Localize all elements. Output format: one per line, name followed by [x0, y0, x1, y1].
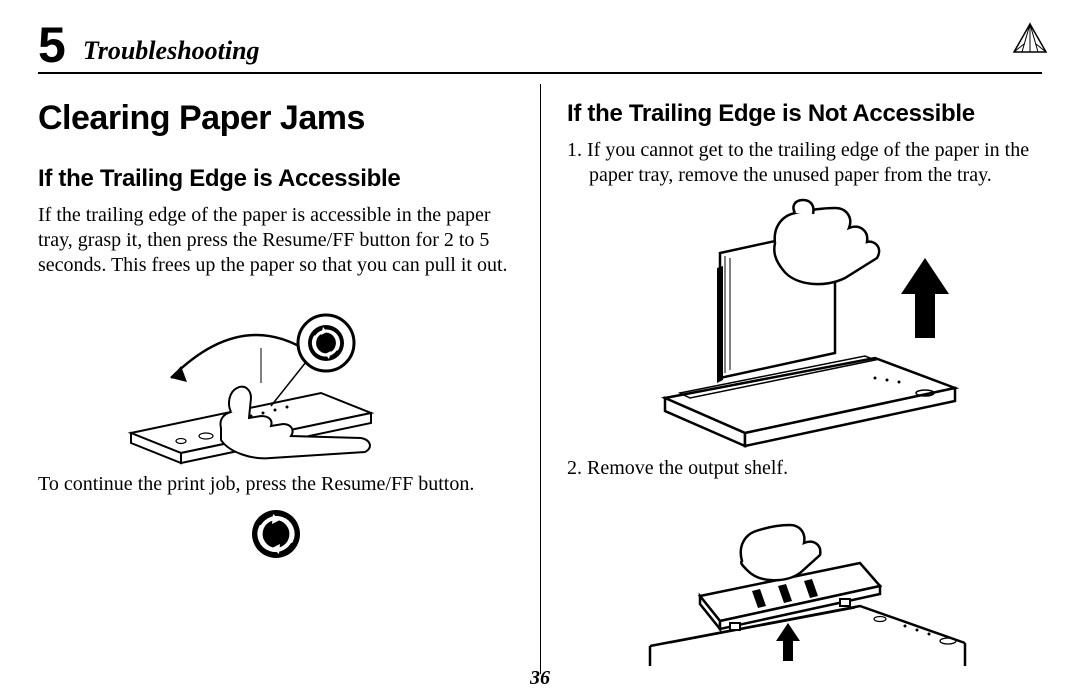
- illustration-remove-shelf: [567, 491, 1042, 666]
- step-list: 2. Remove the output shelf.: [567, 456, 1042, 481]
- illustration-press-button: [38, 288, 514, 468]
- corner-logo-icon: [1010, 22, 1050, 61]
- list-item: 1. If you cannot get to the trailing edg…: [567, 138, 1042, 188]
- page: 5 Troubleshooting Clearing Paper Jams If…: [0, 0, 1080, 698]
- body-paragraph: If the trailing edge of the paper is acc…: [38, 203, 514, 278]
- page-number: 36: [0, 667, 1080, 690]
- step-list: 1. If you cannot get to the trailing edg…: [567, 138, 1042, 188]
- content-columns: Clearing Paper Jams If the Trailing Edge…: [38, 84, 1042, 674]
- chapter-number: 5: [38, 20, 65, 70]
- illustration-remove-paper: [567, 198, 1042, 448]
- subsection-heading-accessible: If the Trailing Edge is Accessible: [38, 165, 514, 193]
- left-column: Clearing Paper Jams If the Trailing Edge…: [38, 84, 540, 674]
- subsection-heading-not-accessible: If the Trailing Edge is Not Accessible: [567, 100, 1042, 128]
- resume-icon: [38, 507, 514, 561]
- section-heading: Clearing Paper Jams: [38, 100, 514, 137]
- chapter-title: Troubleshooting: [83, 36, 260, 70]
- body-paragraph: To continue the print job, press the Res…: [38, 472, 514, 497]
- chapter-header: 5 Troubleshooting: [38, 20, 1042, 74]
- list-item: 2. Remove the output shelf.: [567, 456, 1042, 481]
- right-column: If the Trailing Edge is Not Accessible 1…: [540, 84, 1042, 674]
